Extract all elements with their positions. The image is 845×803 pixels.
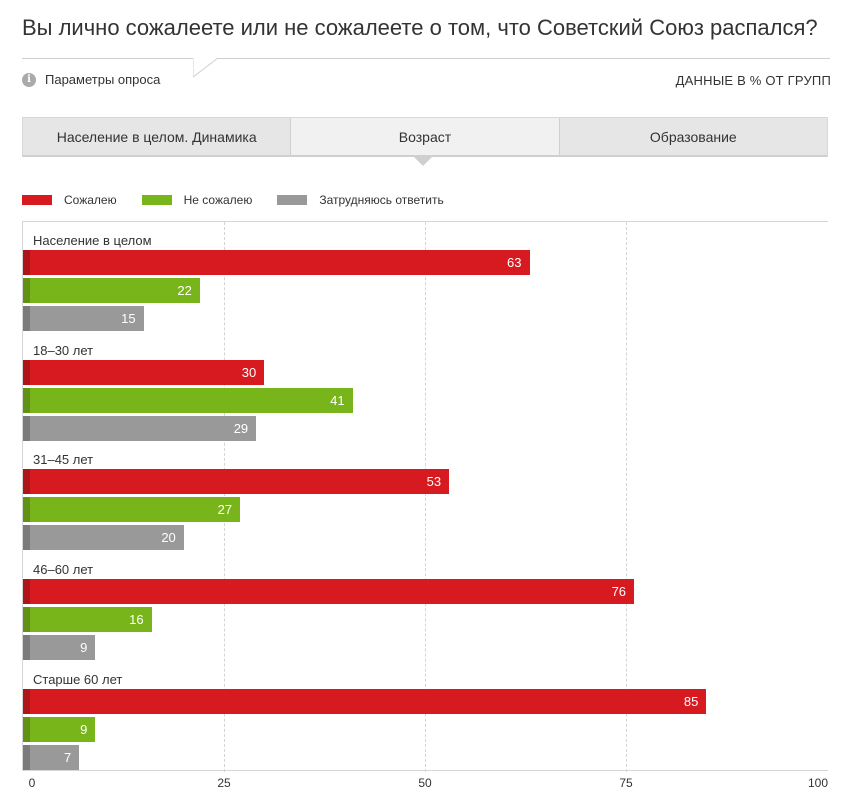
data-note: ДАННЫЕ В % ОТ ГРУПП	[675, 73, 831, 88]
legend-label-regret: Сожалею	[64, 193, 117, 207]
legend-swatch-hard-to-say	[277, 195, 308, 205]
page-title: Вы лично сожалеете или не сожалеете о то…	[22, 15, 818, 40]
tab-bar: Население в целом. Динамика Возраст Обра…	[22, 117, 828, 157]
x-tick-label: 75	[619, 776, 633, 790]
survey-params-label: Параметры опроса	[45, 72, 161, 87]
legend-label-no-regret: Не сожалею	[183, 193, 253, 207]
legend-swatch-no-regret	[141, 195, 172, 205]
survey-params-link[interactable]: i Параметры опроса	[22, 72, 160, 87]
legend-label-hard-to-say: Затрудняюсь ответить	[319, 193, 444, 207]
tab-population-dynamics[interactable]: Население в целом. Динамика	[23, 118, 292, 155]
legend-swatch-regret	[22, 195, 52, 205]
x-tick-label: 50	[418, 776, 432, 790]
divider-notch	[193, 58, 219, 78]
tab-age[interactable]: Возраст	[291, 118, 560, 155]
x-tick-label: 100	[807, 776, 829, 790]
legend-item-regret[interactable]: Сожалею	[22, 193, 117, 207]
plot-area	[22, 221, 828, 771]
active-tab-pointer	[413, 156, 433, 166]
x-tick-label: 0	[28, 776, 36, 790]
legend-item-hard-to-say[interactable]: Затрудняюсь ответить	[277, 193, 444, 207]
x-tick-label: 25	[217, 776, 231, 790]
chart-legend: Сожалею Не сожалею Затрудняюсь ответить	[22, 193, 469, 207]
tab-education[interactable]: Образование	[649, 128, 737, 145]
top-axis-ticks-partial	[0, 0, 845, 4]
title-divider	[22, 58, 830, 59]
legend-item-no-regret[interactable]: Не сожалею	[141, 193, 253, 207]
info-icon: i	[22, 72, 36, 87]
